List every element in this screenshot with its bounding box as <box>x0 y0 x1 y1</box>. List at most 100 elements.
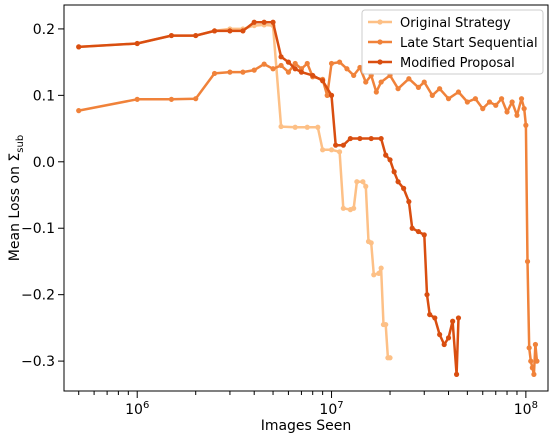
data-point <box>421 79 427 85</box>
data-point <box>251 19 257 25</box>
legend-label: Late Start Sequential <box>400 36 538 51</box>
data-point <box>340 205 346 211</box>
legend-label: Modified Proposal <box>400 56 515 71</box>
data-point <box>383 152 389 158</box>
data-point <box>493 102 499 108</box>
data-point <box>285 59 292 65</box>
data-point <box>261 19 267 25</box>
data-point <box>193 96 199 102</box>
data-point <box>76 44 82 50</box>
data-point <box>378 135 384 142</box>
legend-item-original-strategy: Original Strategy <box>368 16 511 31</box>
legend-swatch-marker <box>377 59 383 65</box>
data-point <box>336 59 343 65</box>
data-point <box>227 69 233 75</box>
data-point <box>363 79 369 85</box>
data-point <box>378 265 384 271</box>
series-lines <box>76 19 540 377</box>
data-point <box>395 179 401 185</box>
y-tick-label: 0.0 <box>33 155 55 171</box>
data-point <box>524 258 531 265</box>
data-point <box>395 86 401 92</box>
data-point <box>445 96 452 102</box>
data-point <box>336 149 343 155</box>
data-point <box>445 335 452 341</box>
data-point <box>292 66 298 72</box>
data-point <box>193 32 199 39</box>
data-point <box>298 69 305 75</box>
series-modified-proposal <box>76 19 462 377</box>
data-point <box>518 96 525 102</box>
data-point <box>509 99 515 105</box>
data-point <box>486 99 493 105</box>
data-point <box>304 60 310 67</box>
data-point <box>134 96 140 102</box>
y-tick-label: −0.3 <box>21 354 55 370</box>
data-point <box>424 292 430 298</box>
data-point <box>421 232 427 238</box>
data-point <box>211 28 218 34</box>
data-point <box>328 147 335 153</box>
data-point <box>340 142 346 148</box>
data-point <box>376 270 382 277</box>
data-point <box>378 79 384 85</box>
data-point <box>211 70 218 77</box>
data-point <box>455 89 462 95</box>
data-point <box>310 72 316 79</box>
data-point <box>304 124 310 130</box>
data-point <box>387 355 393 361</box>
data-point <box>406 76 412 82</box>
data-point <box>270 66 276 72</box>
y-axis-ticks: 0.2 0.1 0.0 −0.1 −0.2 −0.3 <box>21 22 64 370</box>
data-point <box>455 315 462 321</box>
data-point <box>278 62 284 69</box>
data-point <box>251 67 257 73</box>
data-point <box>453 371 460 377</box>
x-axis-label: Images Seen <box>261 418 352 434</box>
legend-box <box>361 9 544 75</box>
data-point <box>387 157 393 163</box>
data-point <box>391 169 397 175</box>
data-point <box>347 135 353 142</box>
legend-item-late-start-sequential: Late Start Sequential <box>368 36 538 51</box>
series-late-start-sequential <box>76 59 540 377</box>
data-point <box>328 60 335 67</box>
y-tick-label: −0.1 <box>21 221 55 237</box>
data-point <box>292 60 298 67</box>
data-point <box>523 122 529 128</box>
data-point <box>531 371 537 377</box>
y-axis-label-main: Mean Loss on Σ <box>7 153 23 262</box>
data-point <box>529 365 535 371</box>
data-point <box>441 341 447 348</box>
legend-swatch-marker <box>377 19 383 25</box>
data-point <box>357 64 363 71</box>
data-point <box>324 92 330 98</box>
data-point <box>383 321 389 328</box>
data-point <box>464 99 470 105</box>
y-tick-label: 0.1 <box>33 88 55 104</box>
data-point <box>357 135 363 142</box>
data-point <box>373 89 379 95</box>
data-point <box>344 66 350 72</box>
data-point <box>278 54 284 60</box>
x-tick-label: 108 <box>514 400 538 418</box>
data-point <box>504 109 510 115</box>
data-point <box>437 331 443 338</box>
data-point <box>480 106 486 112</box>
x-tick-label: 106 <box>125 400 149 418</box>
data-point <box>534 358 540 364</box>
data-point <box>320 78 326 84</box>
data-point <box>134 40 140 47</box>
x-tick-label: 107 <box>319 400 343 418</box>
data-point <box>371 272 377 278</box>
data-point <box>76 108 82 114</box>
data-point <box>278 123 284 130</box>
data-point <box>168 32 175 39</box>
data-point <box>333 142 339 148</box>
data-point <box>328 92 335 98</box>
data-point <box>168 96 175 102</box>
data-point <box>429 92 435 98</box>
data-point <box>351 205 357 211</box>
legend-item-modified-proposal: Modified Proposal <box>368 56 515 71</box>
